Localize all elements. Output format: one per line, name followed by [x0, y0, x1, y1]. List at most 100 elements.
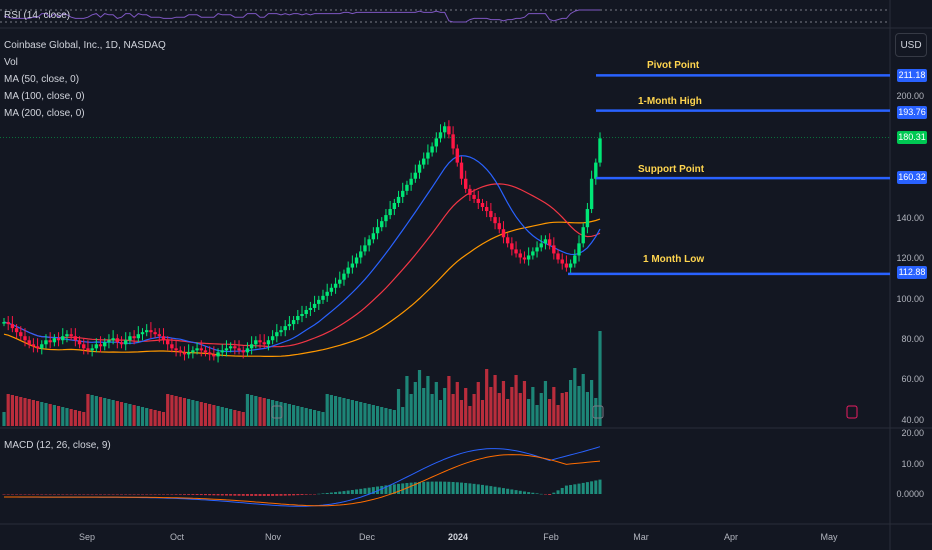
volume-bar	[107, 399, 111, 426]
candle-body	[354, 257, 359, 264]
macd-histogram-bar	[10, 494, 14, 495]
volume-bar	[476, 382, 480, 426]
macd-pane-label[interactable]: MACD (12, 26, close, 9)	[4, 440, 111, 451]
macd-histogram-bar	[459, 482, 463, 494]
ma200-indicator-label[interactable]: MA (200, close, 0)	[4, 108, 85, 119]
macd-histogram-bar	[577, 483, 581, 494]
x-tick-dec: Dec	[358, 532, 376, 542]
macd-histogram-bar	[535, 493, 539, 494]
volume-bar	[443, 388, 447, 426]
candle-body	[111, 338, 115, 341]
ma100-indicator-label[interactable]: MA (100, close, 0)	[4, 91, 85, 102]
macd-histogram-bar	[409, 482, 413, 494]
macd-histogram-bar	[392, 484, 396, 494]
volume-bar	[569, 380, 573, 426]
candle-body	[547, 239, 552, 246]
candle-body	[2, 322, 6, 324]
candle-body	[430, 146, 434, 153]
currency-button[interactable]: USD	[895, 33, 927, 57]
macd-histogram-bar	[90, 494, 94, 495]
candle-body	[468, 188, 472, 195]
macd-histogram-bar	[157, 494, 161, 495]
volume-bar	[346, 399, 350, 426]
candle-body	[434, 138, 439, 147]
macd-histogram-bar	[359, 488, 363, 494]
macd-histogram-bar	[371, 487, 375, 494]
candle-body	[153, 332, 157, 335]
vol-indicator-label[interactable]: Vol	[4, 57, 18, 68]
macd-histogram-bar	[166, 494, 170, 495]
volume-bar	[493, 375, 497, 426]
candle-body	[392, 202, 397, 210]
candle-body	[44, 340, 48, 345]
volume-bar	[229, 409, 233, 426]
volume-bar	[506, 399, 510, 426]
candle-body	[346, 267, 350, 274]
month-low-label: 1 Month Low	[643, 254, 705, 265]
volume-bar	[254, 396, 258, 426]
candle-body	[359, 251, 363, 258]
candle-body	[510, 243, 514, 250]
candle-body	[119, 342, 124, 345]
macd-histogram-bar	[69, 494, 73, 495]
macd-histogram-bar	[590, 481, 594, 494]
symbol-title[interactable]: Coinbase Global, Inc., 1D, NASDAQ	[4, 40, 166, 51]
macd-histogram-bar	[514, 490, 518, 494]
volume-bar	[354, 401, 359, 426]
candle-body	[375, 227, 380, 234]
volume-bar	[149, 409, 153, 426]
macd-histogram-bar	[161, 494, 165, 495]
macd-histogram-bar	[48, 494, 52, 495]
candle-body	[300, 314, 304, 317]
volume-bar	[241, 412, 245, 426]
candle-body	[531, 251, 535, 256]
volume-bar	[598, 331, 602, 426]
volume-bar	[161, 412, 166, 426]
volume-bar	[136, 406, 140, 426]
macd-histogram-bar	[363, 488, 367, 494]
earnings-icon	[271, 405, 283, 419]
volume-bar	[455, 382, 459, 426]
candle-body	[10, 324, 15, 329]
volume-bar	[2, 412, 6, 426]
volume-bar	[417, 370, 422, 426]
candle-body	[241, 350, 245, 353]
candle-body	[422, 158, 426, 165]
volume-bar	[338, 397, 342, 426]
macd-histogram-bar	[527, 492, 531, 494]
macd-histogram-bar	[447, 481, 451, 494]
macd-histogram-bar	[334, 492, 338, 494]
macd-histogram-bar	[560, 487, 564, 494]
volume-bar	[577, 386, 581, 426]
candle-body	[543, 239, 548, 244]
candle-body	[254, 340, 258, 345]
volume-bar	[480, 400, 485, 426]
candle-body	[182, 352, 187, 355]
volume-bar	[312, 410, 317, 426]
volume-bar	[174, 396, 178, 426]
macd-histogram-bar	[564, 485, 568, 494]
ma50-indicator-label[interactable]: MA (50, close, 0)	[4, 74, 80, 85]
candle-body	[161, 336, 166, 341]
candle-body	[195, 348, 199, 351]
volume-bar	[535, 405, 539, 426]
candle-body	[115, 338, 120, 343]
candle-body	[191, 350, 195, 353]
pivot-point-label: Pivot Point	[647, 60, 700, 71]
volume-bar	[52, 405, 56, 426]
candle-body	[149, 330, 153, 333]
candle-body	[367, 239, 371, 246]
candle-body	[157, 334, 161, 337]
macd-histogram-bar	[262, 494, 266, 496]
macd-histogram-bar	[497, 487, 501, 494]
volume-bar	[44, 403, 48, 426]
macd-histogram-bar	[245, 494, 249, 496]
volume-bar	[40, 402, 44, 426]
volume-bar	[501, 381, 506, 426]
volume-bar	[170, 395, 174, 426]
x-tick-nov: Nov	[264, 532, 282, 542]
candle-body	[27, 340, 31, 345]
candle-body	[103, 342, 107, 347]
macd-histogram-bar	[556, 490, 560, 494]
